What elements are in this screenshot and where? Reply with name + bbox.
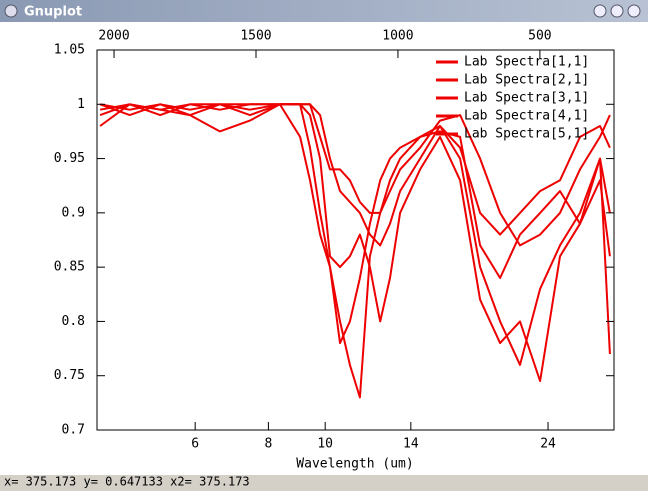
- y-tick-label: 0.7: [62, 423, 85, 438]
- x-tick-label: 24: [540, 437, 556, 452]
- y-tick-label: 0.75: [54, 368, 85, 383]
- y-tick-label: 1: [77, 97, 85, 112]
- window-title: Gnuplot: [24, 5, 82, 20]
- spectrum-line: [99, 103, 611, 247]
- y-tick-label: 0.95: [54, 151, 85, 166]
- x2-tick-label: 500: [528, 29, 551, 44]
- spectrum-line: [99, 103, 611, 383]
- status-bar: x= 375.173 y= 0.647133 x2= 375.173: [4, 475, 250, 489]
- x-axis-label: Wavelength (um): [296, 457, 413, 472]
- y-tick-label: 0.85: [54, 260, 85, 275]
- x2-tick-label: 2000: [98, 29, 129, 44]
- x-tick-label: 14: [403, 437, 419, 452]
- y-tick-label: 0.9: [62, 205, 85, 220]
- window-icon: [4, 4, 18, 18]
- close-button[interactable]: [627, 4, 641, 18]
- y-tick-label: 1.05: [54, 43, 85, 58]
- legend-label: Lab Spectra[5,1]: [464, 127, 589, 142]
- title-bar: [0, 0, 648, 22]
- spectrum-line: [99, 103, 611, 399]
- x2-tick-label: 1500: [240, 29, 271, 44]
- minimize-button[interactable]: [593, 4, 607, 18]
- x-tick-label: 6: [191, 437, 199, 452]
- window-buttons[interactable]: [593, 4, 641, 18]
- legend-label: Lab Spectra[3,1]: [464, 91, 589, 106]
- legend-label: Lab Spectra[2,1]: [464, 73, 589, 88]
- plot-frame: [96, 49, 615, 431]
- spectrum-line: [99, 103, 611, 247]
- x-tick-label: 10: [317, 437, 333, 452]
- x-tick-label: 8: [264, 437, 272, 452]
- maximize-button[interactable]: [610, 4, 624, 18]
- legend-label: Lab Spectra[4,1]: [464, 109, 589, 124]
- plot-area: [99, 103, 611, 399]
- legend-label: Lab Spectra[1,1]: [464, 55, 589, 70]
- x2-tick-label: 1000: [382, 29, 413, 44]
- y-tick-label: 0.8: [62, 314, 85, 329]
